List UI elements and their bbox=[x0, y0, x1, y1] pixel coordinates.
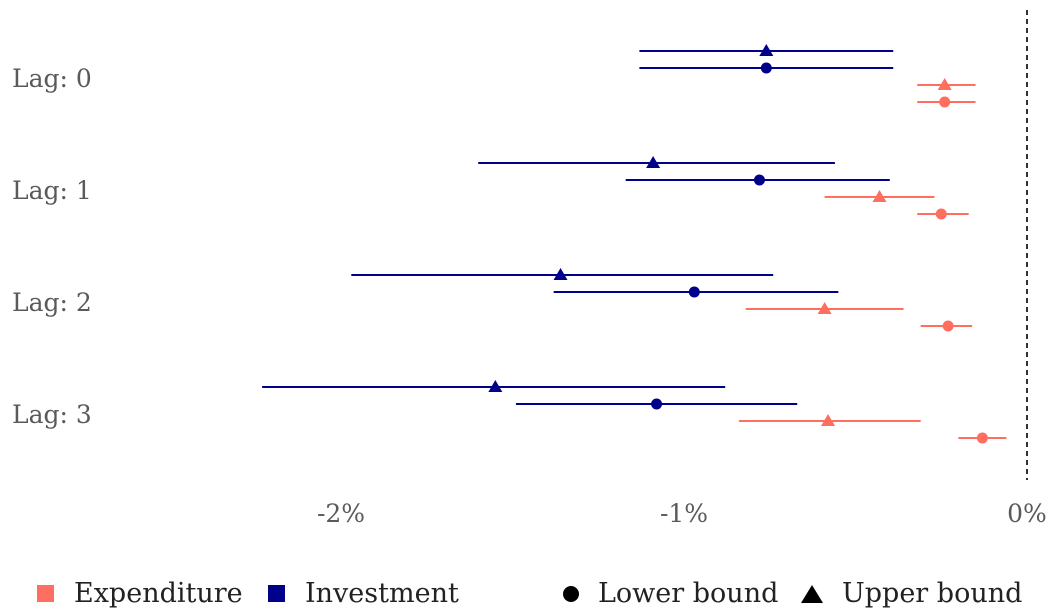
point-expenditure-upper-bound-lag-3 bbox=[821, 414, 836, 426]
point-expenditure-lower-bound-lag-2 bbox=[942, 320, 954, 332]
legend-item-investment: Investment bbox=[268, 578, 459, 609]
chart-plot: Lag: 0 Lag: 1 Lag: 2 Lag: 3 -2% -1% 0% bbox=[12, 10, 1047, 528]
point-expenditure-upper-bound-lag-0 bbox=[937, 78, 952, 90]
point-expenditure-lower-bound-lag-1 bbox=[935, 208, 947, 220]
legend-item-upper-bound: Upper bound bbox=[800, 578, 1022, 609]
category-label-lag-3: Lag: 3 bbox=[12, 400, 92, 429]
point-expenditure-upper-bound-lag-2 bbox=[817, 302, 832, 314]
point-investment-upper-bound-lag-2 bbox=[553, 268, 568, 280]
point-investment-upper-bound-lag-0 bbox=[759, 44, 774, 56]
legend-item-lower-bound: Lower bound bbox=[562, 578, 778, 609]
legend-label-expenditure: Expenditure bbox=[74, 578, 243, 609]
legend-swatch-investment bbox=[268, 585, 285, 602]
circle-icon bbox=[563, 585, 579, 602]
point-investment-lower-bound-lag-2 bbox=[688, 286, 700, 298]
point-investment-upper-bound-lag-3 bbox=[488, 380, 503, 392]
legend-item-expenditure: Expenditure bbox=[37, 578, 243, 609]
point-investment-lower-bound-lag-3 bbox=[651, 398, 663, 410]
point-investment-upper-bound-lag-1 bbox=[646, 156, 661, 168]
point-investment-lower-bound-lag-1 bbox=[753, 174, 765, 186]
legend-swatch-expenditure bbox=[37, 585, 54, 602]
point-expenditure-lower-bound-lag-3 bbox=[976, 432, 988, 444]
legend-label-lower-bound: Lower bound bbox=[598, 578, 779, 609]
x-tick-label-0: -2% bbox=[317, 499, 365, 528]
category-label-lag-2: Lag: 2 bbox=[12, 288, 92, 317]
triangle-icon bbox=[801, 584, 823, 603]
point-expenditure-lower-bound-lag-0 bbox=[939, 96, 951, 108]
x-tick-label-2: 0% bbox=[1007, 499, 1047, 528]
point-investment-lower-bound-lag-0 bbox=[760, 62, 772, 74]
point-expenditure-upper-bound-lag-1 bbox=[872, 190, 887, 202]
category-label-lag-1: Lag: 1 bbox=[12, 176, 92, 205]
x-tick-label-1: -1% bbox=[660, 499, 708, 528]
legend-label-investment: Investment bbox=[305, 578, 459, 609]
category-label-lag-0: Lag: 0 bbox=[12, 64, 92, 93]
chart-legend: Expenditure Investment Lower bound Upper… bbox=[0, 578, 1049, 614]
legend-label-upper-bound: Upper bound bbox=[842, 578, 1023, 609]
